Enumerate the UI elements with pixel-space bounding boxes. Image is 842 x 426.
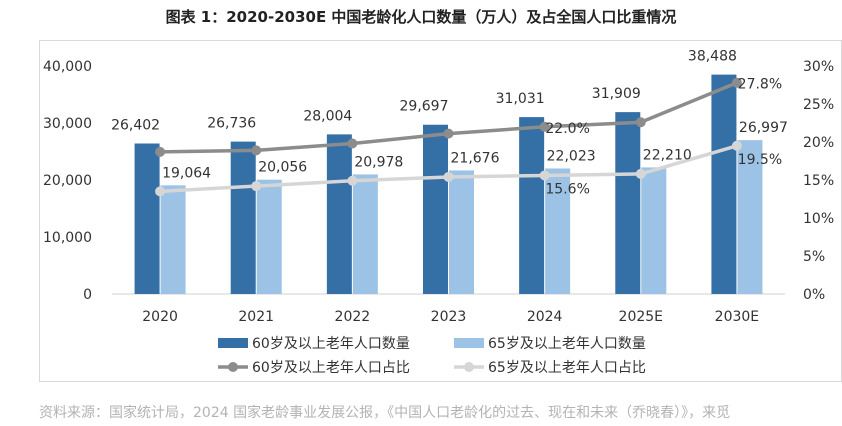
x-tick-label: 2021	[238, 309, 274, 325]
bar-65-plus	[352, 174, 378, 294]
bar-65-plus	[256, 179, 282, 294]
bar-60-plus	[423, 124, 448, 294]
y-right-tick-label: 0%	[803, 287, 825, 303]
share-60-plus-point	[443, 128, 454, 139]
legend-swatch	[454, 338, 484, 348]
y-right-tick-label: 30%	[803, 59, 834, 75]
share-60-plus-point	[155, 146, 166, 157]
bar-60-plus	[519, 117, 545, 295]
share-65-plus-point	[251, 181, 262, 192]
share-60-plus-point	[539, 121, 550, 132]
y-right-tick-label: 25%	[803, 97, 834, 113]
chart-title: 图表 1：2020-2030E 中国老龄化人口数量（万人）及占全国人口比重情况	[165, 8, 677, 26]
legend-swatch-marker	[228, 362, 238, 372]
y-left-tick-label: 20,000	[43, 173, 92, 189]
y-left-tick-label: 0	[83, 287, 92, 303]
legend-label: 65岁及以上老年人口数量	[488, 336, 646, 352]
bar-60-value-label: 26,402	[111, 118, 160, 134]
bar-60-value-label: 28,004	[303, 108, 352, 124]
bar-65-plus	[449, 170, 474, 294]
bar-65-value-label: 22,210	[643, 147, 692, 163]
y-right-tick-label: 10%	[803, 211, 834, 227]
share-60-plus-point	[251, 145, 262, 156]
bar-65-plus	[160, 185, 186, 294]
x-tick-label: 2022	[335, 309, 371, 325]
legend-label: 65岁及以上老年人口占比	[488, 360, 646, 376]
x-tick-label: 2023	[431, 309, 467, 325]
bar-60-value-label: 31,909	[592, 86, 641, 102]
share-60-plus-point	[635, 117, 646, 128]
bar-65-plus	[641, 167, 667, 294]
share-65-plus-point	[347, 175, 358, 186]
bar-65-value-label: 19,064	[162, 165, 211, 181]
bar-60-plus	[134, 143, 160, 294]
share-65-plus-point	[635, 168, 646, 179]
x-tick-label: 2024	[527, 309, 563, 325]
share-60-plus-point	[731, 77, 742, 88]
bar-65-value-label: 26,997	[739, 120, 788, 136]
share-60-value-label: 22.0%	[545, 121, 589, 137]
bar-60-value-label: 38,488	[688, 49, 737, 65]
bar-65-value-label: 22,023	[547, 148, 596, 164]
bar-65-value-label: 21,676	[451, 150, 500, 166]
bar-65-plus	[545, 168, 571, 294]
bar-60-plus	[615, 112, 641, 294]
share-65-plus-point	[539, 170, 550, 181]
source-note: 资料来源：国家统计局，2024 国家老龄事业发展公报，《中国人口老龄化的过去、现…	[39, 405, 731, 421]
legend-swatch	[218, 338, 248, 348]
share-60-value-label: 27.8%	[738, 77, 782, 93]
x-tick-label: 2025E	[619, 309, 663, 325]
bar-60-value-label: 31,031	[496, 91, 545, 107]
bar-60-value-label: 29,697	[400, 99, 449, 115]
bar-60-plus	[711, 74, 737, 294]
share-65-value-label: 19.5%	[738, 152, 782, 168]
legend-label: 60岁及以上老年人口占比	[252, 360, 410, 376]
y-right-tick-label: 20%	[803, 135, 834, 151]
y-left-tick-label: 30,000	[43, 116, 92, 132]
y-right-tick-label: 5%	[803, 249, 825, 265]
bar-65-value-label: 20,978	[354, 154, 403, 170]
y-left-tick-label: 10,000	[43, 230, 92, 246]
x-tick-label: 2030E	[715, 309, 759, 325]
y-right-tick-label: 15%	[803, 173, 834, 189]
bar-60-plus	[230, 141, 256, 294]
combo-chart: 0 10,000 20,000 30,000 40,000 0% 5% 10% 15% 20% 25…	[43, 49, 834, 376]
share-65-plus-point	[443, 171, 454, 182]
bar-65-value-label: 20,056	[258, 160, 307, 176]
legend-swatch-marker	[464, 362, 474, 372]
y-left-tick-label: 40,000	[43, 59, 92, 75]
legend-label: 60岁及以上老年人口数量	[252, 336, 410, 352]
share-60-plus-point	[347, 138, 358, 149]
share-65-plus-point	[731, 140, 742, 151]
share-65-value-label: 15.6%	[545, 181, 589, 197]
x-tick-label: 2020	[142, 309, 178, 325]
bar-60-value-label: 26,736	[207, 116, 256, 132]
bar-60-plus	[326, 134, 352, 294]
bar-65-plus	[737, 140, 763, 294]
share-65-plus-point	[155, 186, 166, 197]
